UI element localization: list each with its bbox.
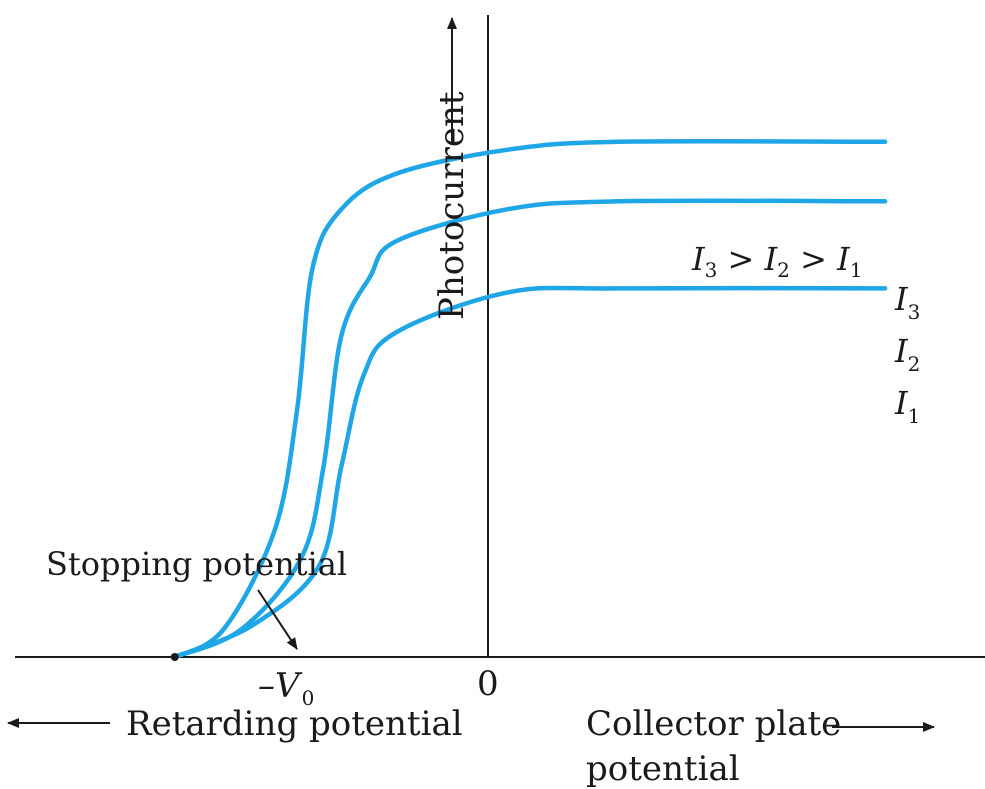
x-axis-label-left: Retarding potential [126,704,463,744]
series-line-i1 [172,285,888,660]
stopping-point-marker [170,653,179,661]
series-label-i1: I1 [894,384,920,428]
x-tick-label-neg-v0: –V 0 [258,666,314,710]
intensity-relation-label: I3 > I2 > I1 [691,240,862,282]
series-label-i3: I3 [894,280,920,324]
y-axis-label-group: Photocurrent [432,17,472,320]
x-axis-label-right-line2: potential [586,749,740,789]
series-line-i3 [172,138,888,660]
series-line-i2 [172,198,888,660]
stopping-potential-arrow [257,589,298,650]
curves-group [172,138,888,660]
x-tick-label-zero: 0 [477,664,499,704]
stopping-potential-label: Stopping potential [46,545,347,583]
series-label-i2: I2 [894,332,920,376]
x-axis-label-right-line1: Collector plate [586,704,841,744]
